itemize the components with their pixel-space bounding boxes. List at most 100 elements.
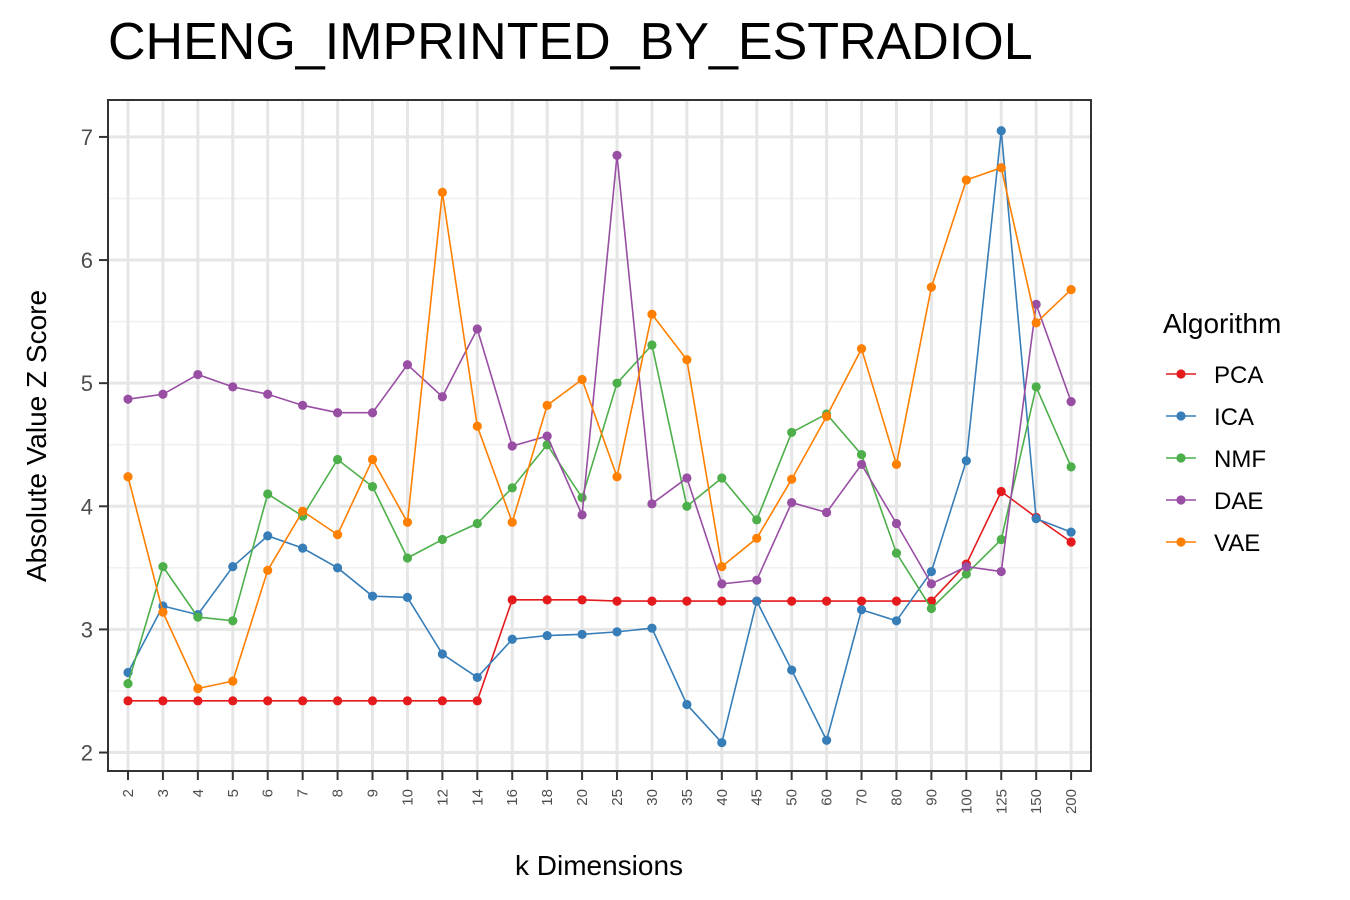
data-point-vae — [193, 683, 203, 694]
data-point-vae — [542, 400, 552, 410]
legend-key-point — [1176, 453, 1186, 463]
data-point-pca — [263, 696, 273, 706]
y-tick-label: 3 — [81, 617, 93, 642]
data-point-vae — [437, 187, 447, 197]
data-point-pca — [1066, 537, 1076, 547]
data-point-nmf — [787, 427, 797, 438]
data-point-nmf — [926, 603, 936, 614]
data-point-pca — [123, 696, 133, 706]
data-point-nmf — [507, 483, 517, 493]
legend: Algorithm PCA ICA NMF DAE VAE — [1163, 308, 1281, 557]
data-point-dae — [263, 389, 273, 399]
legend-item-vae: VAE — [1166, 530, 1260, 557]
data-point-ica — [298, 543, 308, 553]
data-point-dae — [367, 408, 378, 418]
data-point-dae — [298, 400, 308, 410]
data-point-vae — [822, 411, 832, 422]
data-point-ica — [367, 591, 378, 601]
data-point-vae — [367, 454, 378, 465]
data-point-ica — [542, 630, 552, 641]
legend-key-point — [1176, 411, 1186, 421]
data-point-nmf — [647, 340, 657, 350]
y-axis-label: Absolute Value Z Score — [21, 290, 52, 582]
data-point-nmf — [682, 501, 692, 511]
data-point-pca — [996, 486, 1006, 497]
data-point-nmf — [1031, 382, 1041, 392]
data-point-ica — [263, 531, 273, 541]
x-tick-label: 14 — [469, 789, 486, 806]
data-point-dae — [1031, 299, 1041, 309]
data-point-pca — [193, 696, 203, 706]
legend-label: ICA — [1214, 404, 1254, 431]
data-point-dae — [891, 518, 902, 529]
x-tick-label: 2 — [120, 789, 137, 797]
data-point-nmf — [752, 515, 762, 525]
data-point-nmf — [367, 481, 378, 492]
y-axis: 2 3 4 5 6 7 — [81, 125, 108, 766]
data-point-ica — [822, 735, 832, 745]
y-tick-label: 7 — [81, 125, 93, 150]
data-point-pca — [367, 696, 378, 706]
data-point-ica — [332, 563, 343, 573]
data-point-nmf — [402, 553, 413, 563]
data-point-pca — [856, 596, 867, 606]
data-point-nmf — [263, 489, 273, 499]
legend-label: DAE — [1214, 488, 1263, 515]
data-point-nmf — [193, 612, 203, 622]
data-point-nmf — [961, 569, 971, 579]
x-tick-label: 40 — [714, 789, 731, 806]
data-point-vae — [402, 517, 413, 527]
data-point-dae — [577, 510, 587, 520]
data-point-pca — [228, 696, 238, 706]
data-point-nmf — [1066, 462, 1076, 472]
data-point-nmf — [332, 454, 343, 465]
x-tick-label: 12 — [434, 789, 451, 806]
x-tick-label: 45 — [749, 789, 766, 806]
data-point-pca — [787, 596, 797, 606]
legend-item-nmf: NMF — [1166, 446, 1266, 473]
x-tick-label: 4 — [190, 789, 207, 797]
data-point-pca — [577, 595, 587, 605]
legend-label: PCA — [1214, 362, 1263, 389]
grid-major — [108, 100, 1091, 771]
legend-key-point — [1176, 495, 1186, 505]
data-point-nmf — [717, 473, 727, 483]
data-point-vae — [228, 676, 238, 686]
data-point-pca — [507, 595, 517, 605]
x-tick-label: 35 — [679, 789, 696, 806]
plot-border — [107, 99, 1092, 772]
series-line-nmf — [127, 343, 1072, 684]
data-point-vae — [961, 175, 971, 185]
series-line-vae — [127, 166, 1072, 690]
data-point-pca — [402, 696, 413, 706]
y-tick-label: 4 — [81, 494, 93, 519]
data-point-pca — [647, 596, 657, 606]
data-point-dae — [193, 369, 203, 380]
data-point-dae — [717, 579, 727, 589]
data-point-dae — [332, 408, 343, 418]
data-point-dae — [682, 473, 692, 483]
legend-label: NMF — [1214, 446, 1266, 473]
x-axis: 2 3 4 5 6 7 8 9 10 12 14 16 18 20 25 30 35 40 45 50 60 70 80 90… — [120, 771, 1080, 814]
legend-key-point — [1176, 369, 1186, 379]
data-point-nmf — [437, 534, 447, 545]
x-tick-label: 25 — [609, 789, 626, 806]
x-tick-label: 6 — [260, 789, 277, 797]
x-tick-label: 80 — [888, 789, 905, 806]
data-point-nmf — [856, 449, 867, 460]
x-tick-label: 16 — [504, 789, 521, 806]
data-point-dae — [822, 507, 832, 518]
data-point-ica — [926, 566, 936, 577]
legend-item-pca: PCA — [1166, 362, 1263, 389]
data-point-pca — [437, 696, 447, 706]
data-point-dae — [507, 441, 517, 451]
data-point-vae — [298, 506, 308, 516]
data-point-ica — [577, 629, 587, 639]
y-tick-label: 2 — [81, 741, 93, 766]
data-point-ica — [1066, 527, 1076, 537]
x-tick-label: 60 — [819, 789, 836, 806]
data-point-dae — [787, 498, 797, 508]
data-point-ica — [961, 456, 971, 466]
data-point-vae — [158, 607, 168, 617]
data-point-dae — [856, 459, 867, 470]
